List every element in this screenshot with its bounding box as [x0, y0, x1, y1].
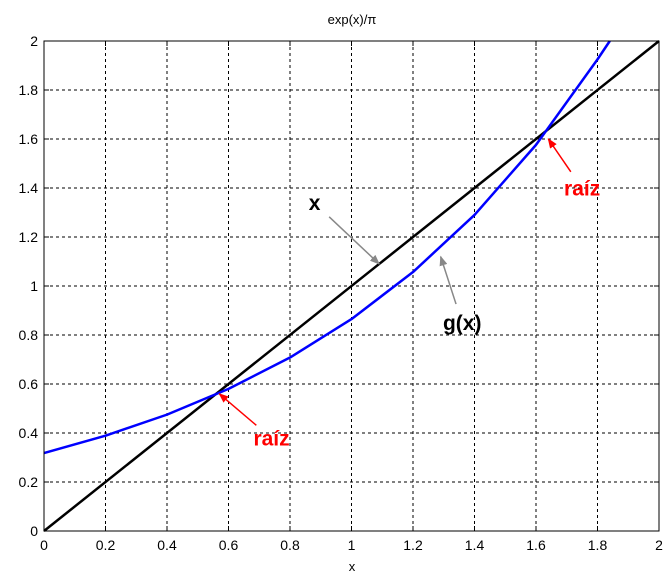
x-tick-label: 1	[348, 537, 356, 553]
y-tick-label: 0.4	[19, 425, 39, 441]
x-tick-label: 0	[40, 537, 48, 553]
series-line-0	[43, 40, 660, 532]
plot-frame	[43, 40, 660, 532]
series-group	[43, 40, 660, 532]
annotation-label: raíz	[564, 177, 600, 200]
y-tick-label: 1	[30, 278, 38, 294]
x-axis-label: x	[349, 559, 356, 574]
x-tick-label: 2	[655, 537, 663, 553]
y-tick-label: 0.8	[19, 327, 39, 343]
series-line-1	[43, 40, 611, 455]
x-tick-label: 0.6	[219, 537, 239, 553]
x-tick-label: 0.8	[280, 537, 300, 553]
x-tick-label: 1.4	[465, 537, 485, 553]
x-tick-label: 1.8	[588, 537, 608, 553]
y-tick-label: 1.6	[19, 131, 39, 147]
grid-lines	[44, 41, 659, 531]
y-tick-label: 0.6	[19, 376, 39, 392]
y-tick-label: 2	[30, 33, 38, 49]
annotation-label: raíz	[253, 427, 289, 450]
annotation-arrow	[439, 255, 457, 305]
annotation-arrow	[328, 216, 380, 265]
annotation-arrow	[218, 393, 257, 426]
annotation-label: x	[309, 192, 321, 215]
chart-title: exp(x)/π	[328, 12, 377, 27]
y-axis-ticks: 0 0.2 0.4 0.6 0.8 1 1.2 1.4 1.6 1.8 2	[19, 33, 659, 539]
x-tick-label: 0.2	[96, 537, 116, 553]
y-tick-label: 1.4	[19, 180, 39, 196]
y-tick-label: 0	[30, 523, 38, 539]
y-tick-label: 1.2	[19, 229, 39, 245]
annotations: x g(x) raíz raíz	[218, 138, 600, 450]
x-axis-ticks: 0 0.2 0.4 0.6 0.8 1 1.2 1.4 1.6 1.8 2	[40, 41, 663, 553]
y-tick-label: 0.2	[19, 474, 39, 490]
x-tick-label: 0.4	[157, 537, 177, 553]
x-tick-label: 1.6	[526, 537, 546, 553]
x-tick-label: 1.2	[403, 537, 423, 553]
y-tick-label: 1.8	[19, 82, 39, 98]
annotation-label: g(x)	[443, 312, 482, 335]
annotation-arrow	[547, 138, 572, 173]
